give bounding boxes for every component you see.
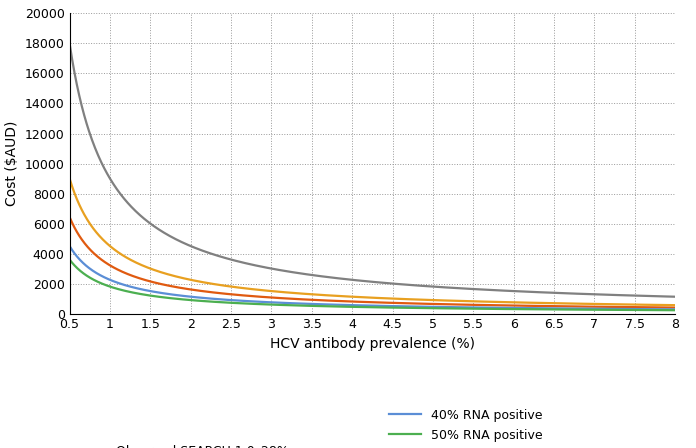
Y-axis label: Cost ($AUD): Cost ($AUD)	[6, 121, 19, 206]
Legend: 40% RNA positive, 50% RNA positive: 40% RNA positive, 50% RNA positive	[384, 404, 547, 447]
X-axis label: HCV antibody prevalence (%): HCV antibody prevalence (%)	[270, 337, 475, 351]
